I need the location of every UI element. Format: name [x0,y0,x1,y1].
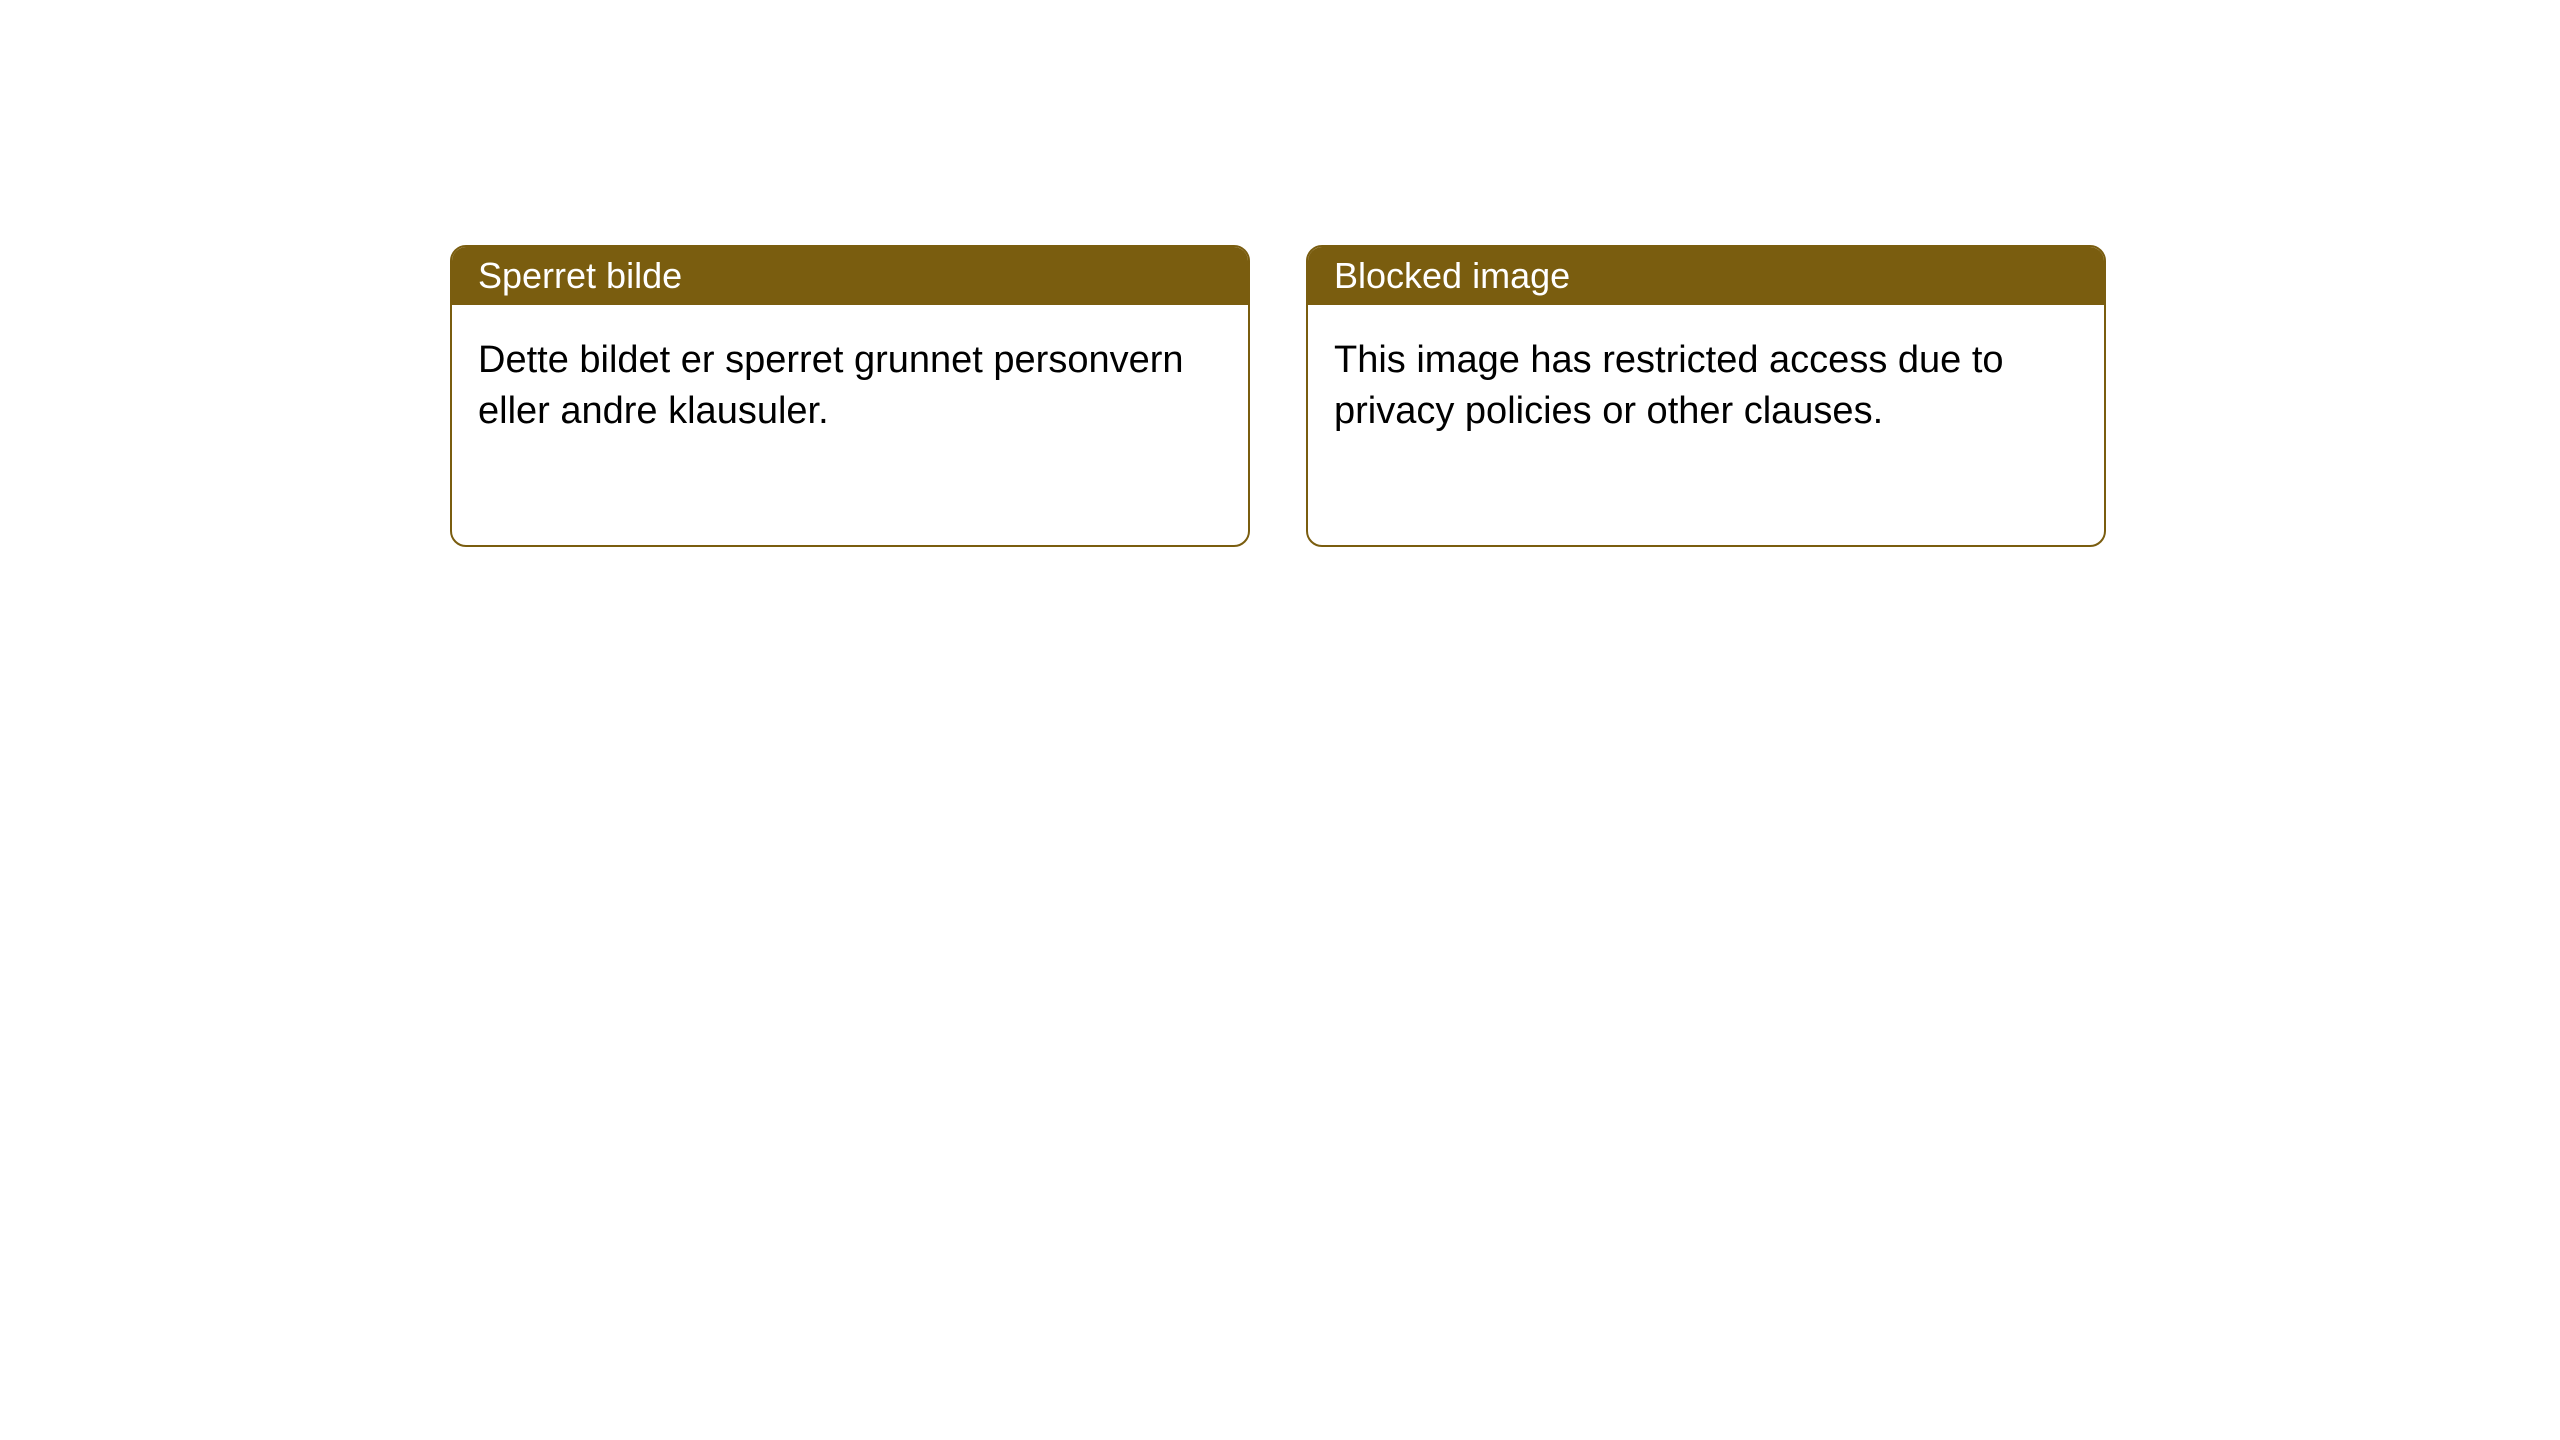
notice-box-norwegian: Sperret bilde Dette bildet er sperret gr… [450,245,1250,547]
notice-body-norwegian: Dette bildet er sperret grunnet personve… [452,305,1248,545]
notice-body-english: This image has restricted access due to … [1308,305,2104,545]
notices-container: Sperret bilde Dette bildet er sperret gr… [450,245,2106,547]
notice-title-english: Blocked image [1308,247,2104,305]
notice-box-english: Blocked image This image has restricted … [1306,245,2106,547]
notice-title-norwegian: Sperret bilde [452,247,1248,305]
